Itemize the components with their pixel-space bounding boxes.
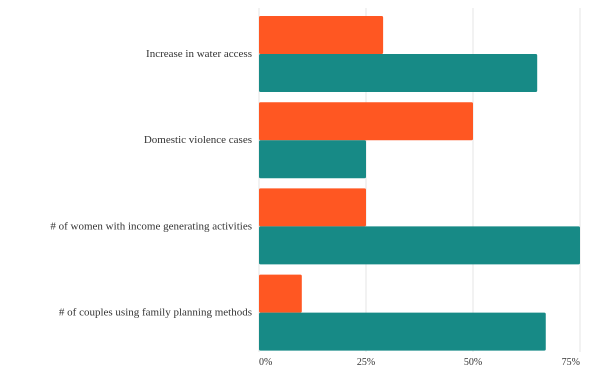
x-tick-label: 75% xyxy=(562,357,580,367)
bar-series-0-category-2 xyxy=(259,188,366,227)
bar-series-1-category-2 xyxy=(259,226,580,265)
category-labels: Increase in water access Domestic violenc… xyxy=(50,48,252,319)
category-label: Domestic violence cases xyxy=(144,134,252,146)
x-axis-tick-labels: 0% 25% 50% 75% xyxy=(259,357,580,367)
bar-series-0-category-1 xyxy=(259,102,473,141)
x-tick-label: 50% xyxy=(464,357,482,367)
category-label: # of women with income generating activi… xyxy=(50,220,252,232)
x-tick-label: 0% xyxy=(259,357,272,367)
bar-series-1-category-1 xyxy=(259,140,366,179)
bar-series-0-category-3 xyxy=(259,274,302,313)
bars xyxy=(259,16,580,351)
bar-series-1-category-3 xyxy=(259,312,546,351)
x-tick-label: 25% xyxy=(357,357,375,367)
category-label: # of couples using family planning metho… xyxy=(59,307,252,319)
category-label: Increase in water access xyxy=(146,48,252,60)
bar-series-1-category-0 xyxy=(259,54,538,92)
bar-series-0-category-0 xyxy=(259,16,384,54)
